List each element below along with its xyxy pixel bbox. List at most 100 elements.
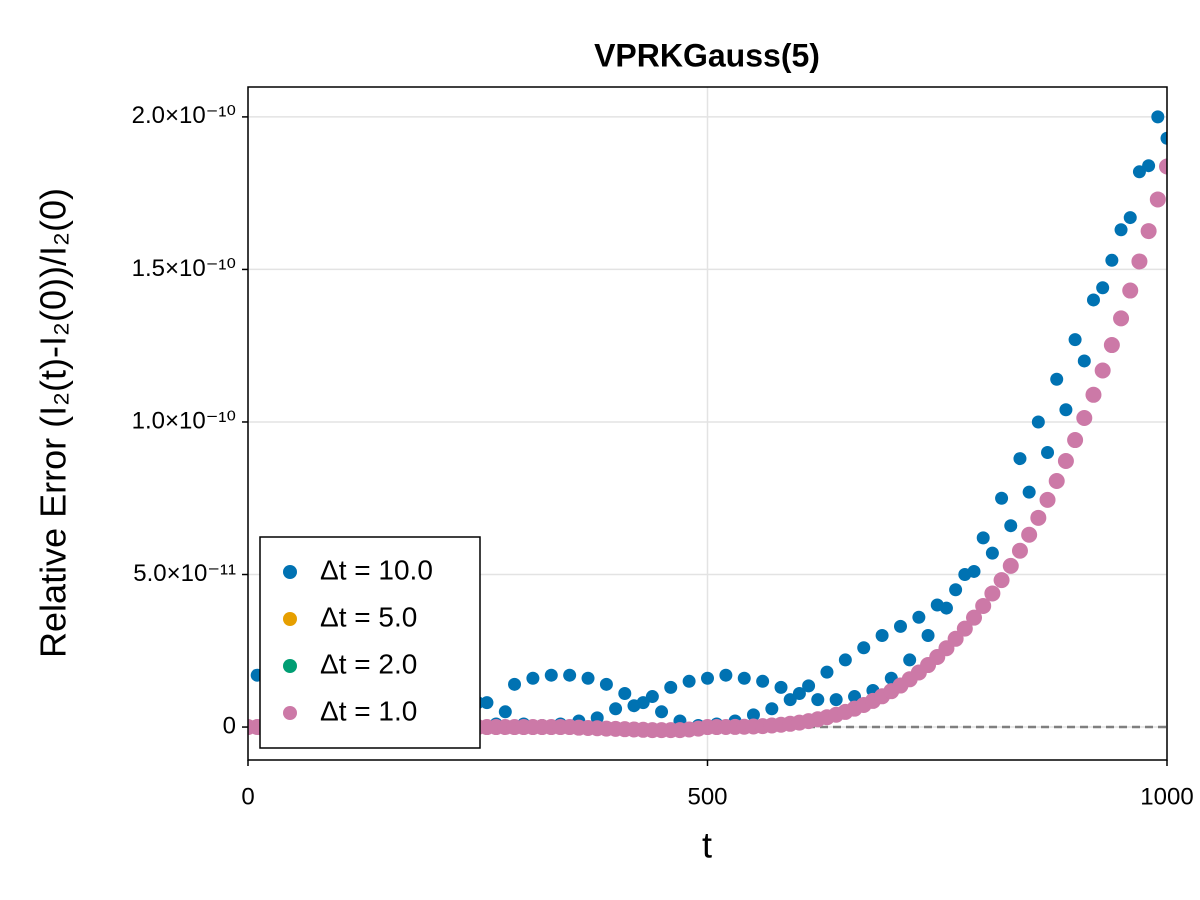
data-point: [655, 705, 669, 719]
chart-title: VPRKGauss(5): [594, 37, 820, 73]
data-point: [1077, 354, 1091, 368]
data-point: [1113, 310, 1130, 327]
legend-marker: [283, 612, 297, 626]
data-point: [1151, 110, 1165, 124]
data-point: [1085, 386, 1102, 403]
data-point: [682, 674, 696, 688]
data-point: [984, 585, 1001, 602]
data-point: [609, 702, 623, 716]
data-point: [1068, 333, 1082, 347]
legend: Δt = 10.0 Δt = 5.0 Δt = 2.0 Δt = 1.0: [259, 536, 481, 749]
data-point: [838, 653, 852, 667]
data-point: [921, 629, 935, 643]
data-point: [893, 619, 907, 633]
data-point: [967, 564, 981, 578]
data-point: [1031, 415, 1045, 429]
data-point: [636, 696, 650, 710]
data-point: [783, 693, 797, 707]
x-axis-label: t: [702, 825, 712, 866]
data-point: [1041, 445, 1055, 459]
y-tick-label: 1.0×10⁻¹⁰: [132, 407, 236, 434]
data-point: [1050, 372, 1064, 386]
data-point: [774, 680, 788, 694]
y-tick-label: 0: [223, 712, 236, 739]
data-point: [618, 686, 632, 700]
data-point: [1067, 432, 1084, 449]
data-point: [544, 668, 558, 682]
data-point: [975, 597, 992, 614]
data-point: [966, 609, 983, 626]
data-point: [508, 677, 522, 691]
data-point: [1039, 491, 1056, 508]
data-point: [949, 583, 963, 597]
data-point: [811, 693, 825, 707]
data-point: [765, 702, 779, 716]
data-point: [956, 620, 973, 637]
data-point: [1021, 526, 1038, 543]
data-point: [719, 668, 733, 682]
data-point: [1022, 485, 1036, 499]
legend-marker: [283, 706, 297, 720]
data-point: [802, 679, 816, 693]
data-point: [1114, 223, 1128, 237]
x-tick-label: 500: [687, 783, 727, 810]
data-point: [1094, 362, 1111, 379]
data-point: [1002, 557, 1019, 574]
data-point: [1103, 337, 1120, 354]
data-point: [985, 546, 999, 560]
data-point: [498, 705, 512, 719]
data-point: [903, 653, 917, 667]
data-point: [1030, 509, 1047, 526]
y-tick-label: 1.5×10⁻¹⁰: [132, 255, 236, 282]
y-tick-label: 2.0×10⁻¹⁰: [132, 102, 236, 129]
data-point: [645, 690, 659, 704]
data-point: [563, 668, 577, 682]
data-point: [1131, 253, 1148, 270]
data-point: [1122, 282, 1139, 299]
data-point: [1149, 191, 1166, 208]
data-point: [1059, 403, 1073, 417]
data-point: [737, 671, 751, 685]
legend-marker: [283, 565, 297, 579]
data-point: [599, 677, 613, 691]
data-point: [1086, 293, 1100, 307]
data-point: [1140, 223, 1157, 240]
data-point: [1048, 472, 1065, 489]
data-point: [939, 601, 953, 615]
data-point: [1123, 211, 1137, 225]
x-tick-label: 0: [241, 783, 254, 810]
data-point: [1142, 159, 1156, 173]
legend-label: Δt = 5.0: [320, 601, 417, 632]
data-point: [1096, 281, 1110, 295]
legend-label: Δt = 10.0: [320, 554, 433, 585]
data-point: [1132, 165, 1146, 179]
data-point: [912, 610, 926, 624]
y-axis-label: Relative Error (I₂(t)-I₂(0))/I₂(0): [33, 188, 74, 658]
data-point: [1013, 452, 1027, 466]
data-point: [857, 641, 871, 655]
data-point: [995, 491, 1009, 505]
data-point: [526, 671, 540, 685]
data-point: [1057, 453, 1074, 470]
legend-label: Δt = 1.0: [320, 695, 417, 726]
legend-label: Δt = 2.0: [320, 648, 417, 679]
data-point: [1004, 519, 1018, 533]
data-point: [756, 674, 770, 688]
data-point: [875, 629, 889, 643]
y-tick-label: 5.0×10⁻¹¹: [133, 560, 236, 587]
data-point: [792, 686, 806, 700]
data-point: [947, 630, 964, 647]
data-point: [1076, 409, 1093, 426]
data-point: [993, 572, 1010, 589]
data-point: [581, 671, 595, 685]
data-point: [1160, 131, 1167, 145]
data-point: [746, 708, 760, 722]
data-point: [1011, 542, 1028, 559]
data-point: [820, 665, 834, 679]
data-point: [701, 671, 714, 685]
data-point: [480, 696, 494, 710]
legend-marker: [283, 659, 297, 673]
data-point: [1159, 158, 1167, 175]
data-point: [976, 531, 990, 545]
